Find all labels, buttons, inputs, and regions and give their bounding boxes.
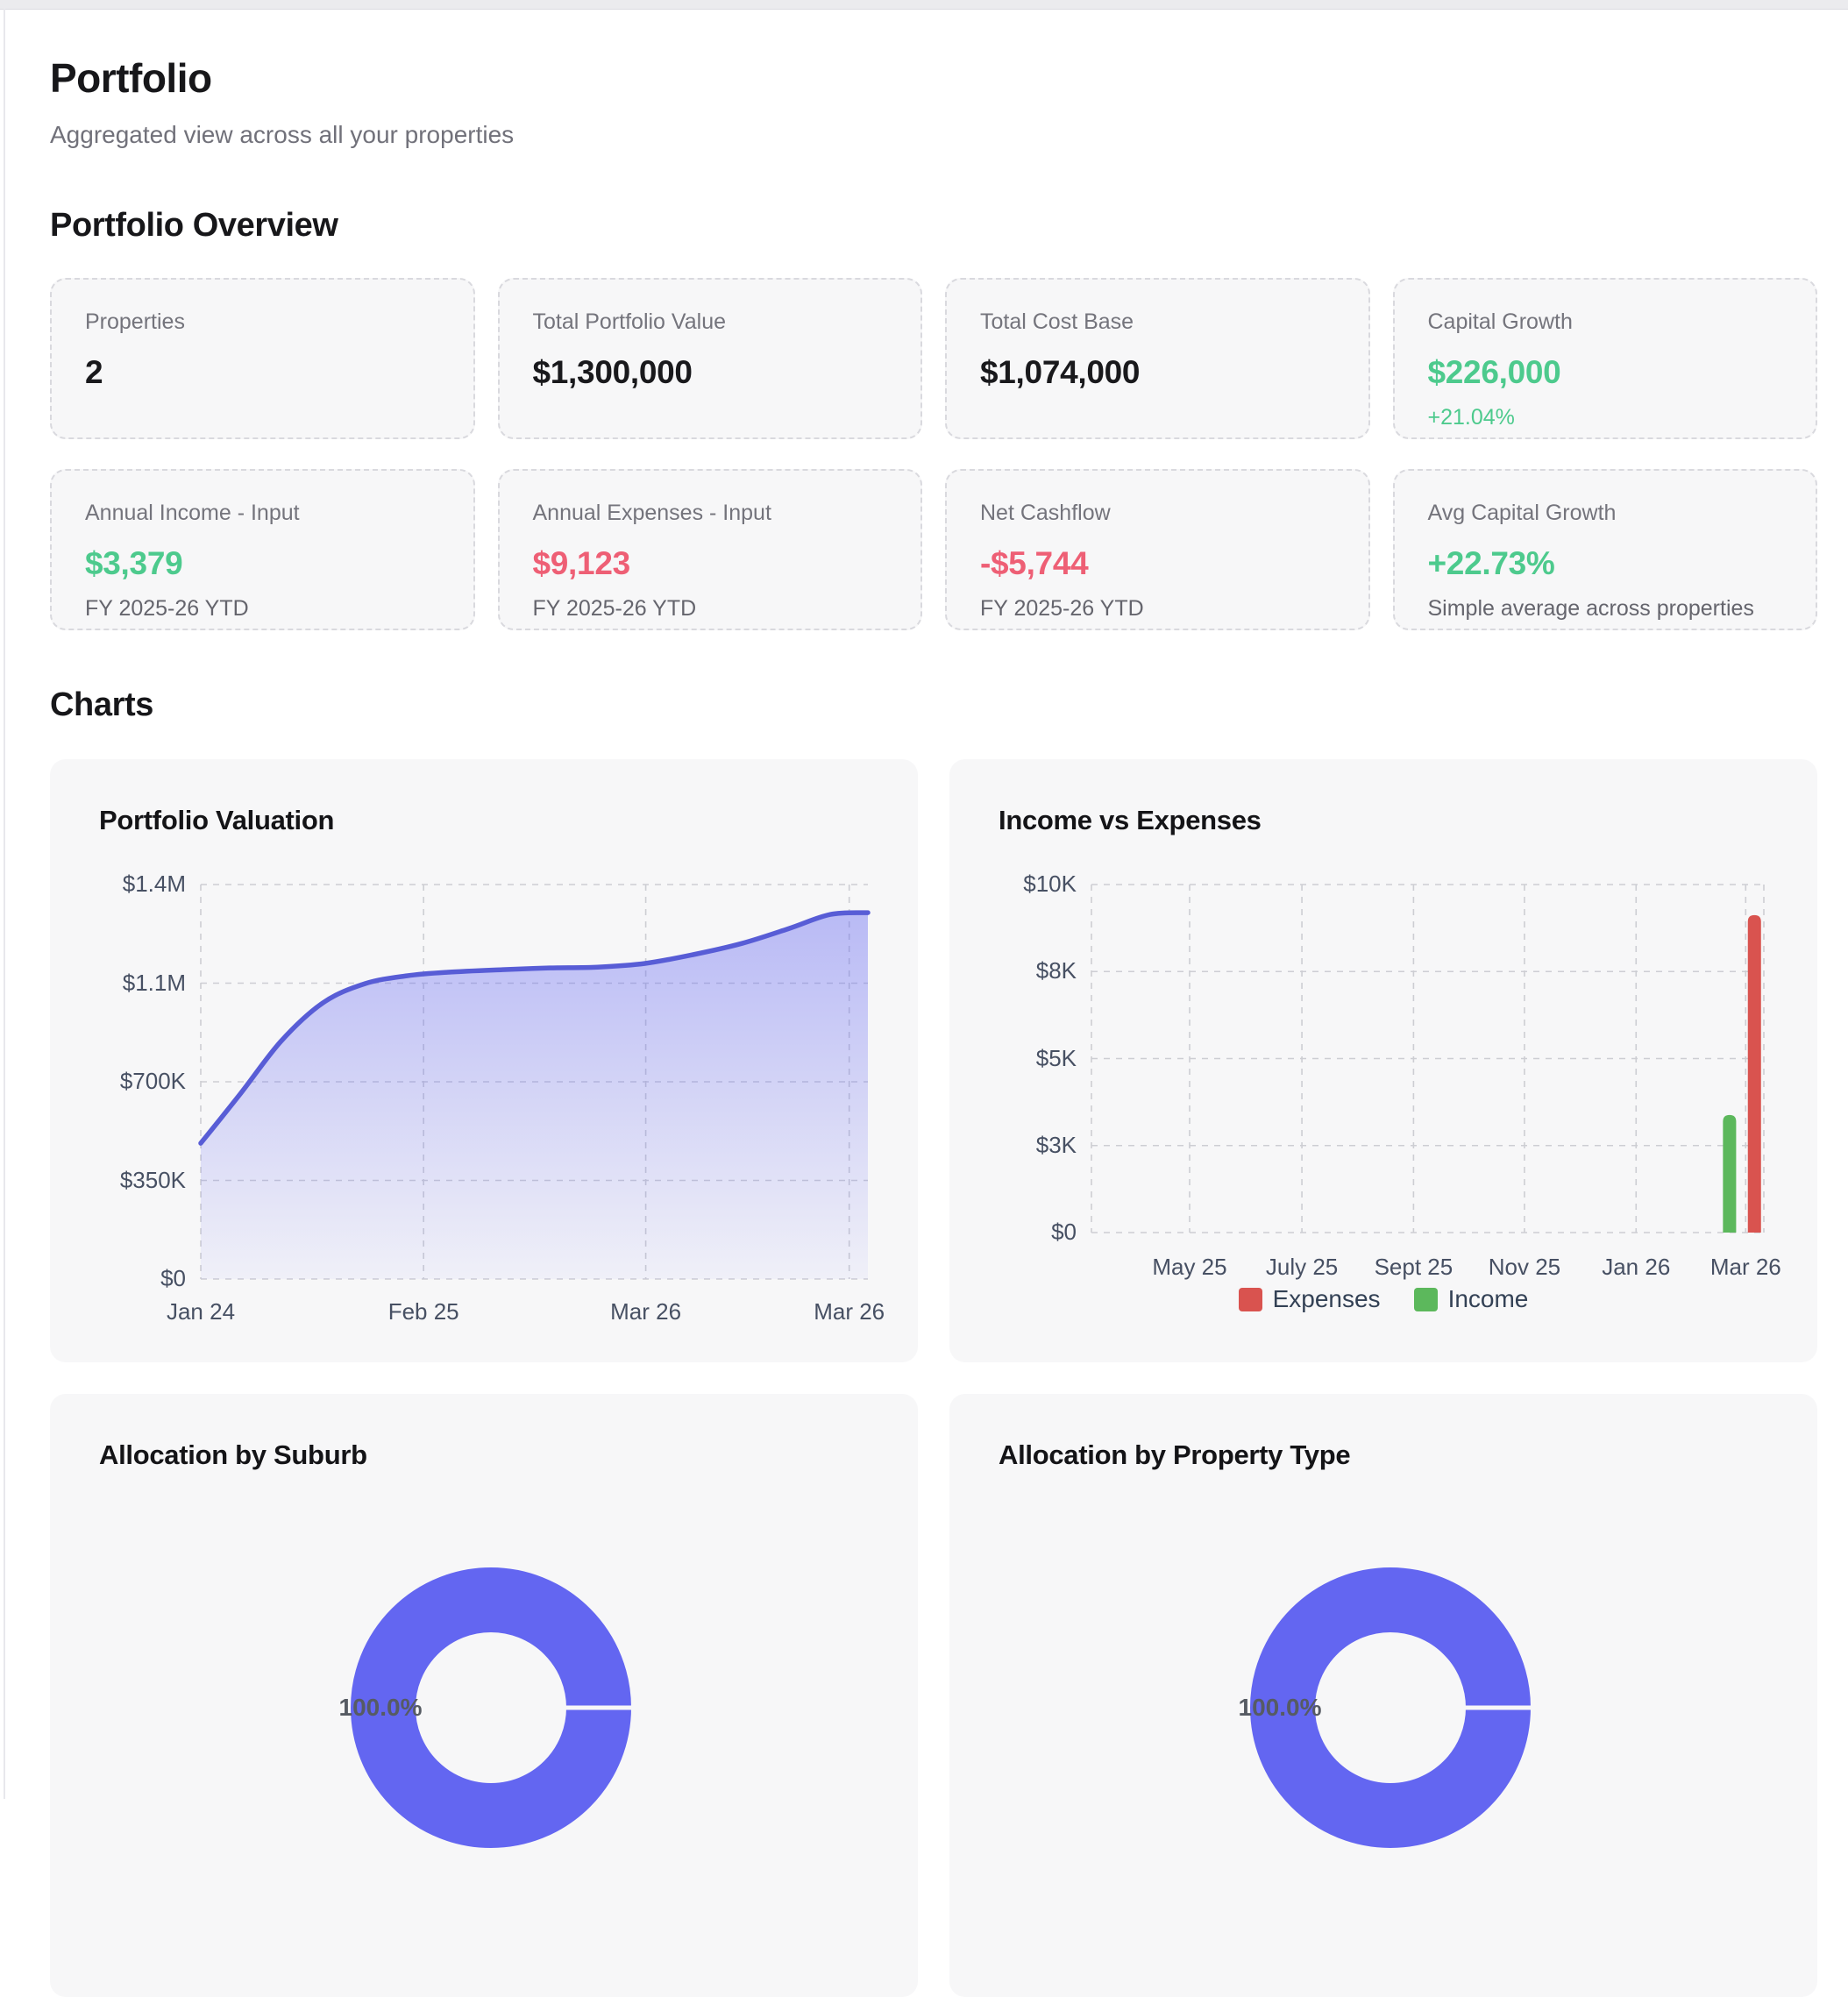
stat-card-avg-capital-growth: Avg Capital Growth +22.73% Simple averag… (1392, 469, 1817, 630)
donut-percentage-label: 100.0% (1238, 1694, 1322, 1721)
window-top-strip (0, 0, 1848, 10)
portfolio-valuation-area-chart[interactable] (50, 759, 918, 1362)
valuation-x-tick-label: Feb 25 (387, 1298, 459, 1325)
valuation-y-tick-label: $1.4M (122, 871, 186, 897)
income-expenses-y-tick-label: $5K (1035, 1044, 1077, 1071)
stat-value: $3,379 (85, 545, 183, 581)
legend-label: Expenses (1272, 1285, 1381, 1312)
chart-card-allocation-by-property-type: Allocation by Property Type 100.0% (949, 1394, 1817, 1997)
income-expenses-y-tick-label: $3K (1035, 1131, 1077, 1158)
income-expenses-x-tick-label: July 25 (1265, 1254, 1339, 1280)
chart-card-income-vs-expenses: Income vs Expenses Expenses Income $10K $8… (949, 759, 1817, 1362)
chart-title: Allocation by Property Type (999, 1439, 1351, 1470)
charts-section-heading: Charts (50, 686, 153, 723)
legend-item-expenses[interactable]: Expenses (1238, 1285, 1381, 1313)
stat-value: -$5,744 (980, 545, 1089, 581)
legend-item-income[interactable]: Income (1413, 1285, 1529, 1313)
stat-label: Total Portfolio Value (532, 309, 727, 334)
stat-sub: +21.04% (1427, 405, 1515, 430)
stat-card-total-cost-base: Total Cost Base $1,074,000 (945, 278, 1370, 439)
stat-card-total-portfolio-value: Total Portfolio Value $1,300,000 (497, 278, 922, 439)
stat-label: Annual Income - Input (85, 501, 300, 525)
valuation-x-tick-label: Jan 24 (166, 1298, 236, 1325)
stat-value: 2 (85, 354, 103, 390)
stat-card-annual-expenses: Annual Expenses - Input $9,123 FY 2025-2… (497, 469, 922, 630)
income-expenses-y-tick-label: $10K (1023, 871, 1077, 897)
stat-label: Annual Expenses - Input (532, 501, 771, 525)
income-expenses-x-tick-label: Jan 26 (1602, 1254, 1671, 1280)
chart-title: Portfolio Valuation (99, 805, 335, 835)
overview-section-heading: Portfolio Overview (50, 207, 338, 244)
stat-label: Total Cost Base (980, 309, 1134, 334)
chart-card-allocation-by-suburb: Allocation by Suburb 100.0% (50, 1394, 918, 1997)
chart-card-portfolio-valuation: Portfolio Valuation $1.4M $1.1M $700K $350K… (50, 759, 918, 1362)
stat-value: $1,300,000 (532, 354, 693, 390)
legend-label: Income (1447, 1285, 1529, 1312)
income-expenses-x-tick-label: May 25 (1152, 1254, 1227, 1280)
income-vs-expenses-bar-chart[interactable] (949, 759, 1817, 1362)
stat-label: Capital Growth (1427, 309, 1573, 334)
stat-card-annual-income: Annual Income - Input $3,379 FY 2025-26 … (50, 469, 475, 630)
income-expenses-x-tick-label: Sept 25 (1374, 1254, 1454, 1280)
valuation-y-tick-label: $350K (119, 1166, 186, 1193)
valuation-x-tick-label: Mar 26 (814, 1298, 885, 1325)
stat-card-properties: Properties 2 (50, 278, 475, 439)
valuation-x-tick-label: Mar 26 (610, 1298, 682, 1325)
stat-value: $1,074,000 (980, 354, 1141, 390)
valuation-y-tick-label: $1.1M (122, 969, 186, 996)
stat-card-capital-growth: Capital Growth $226,000 +21.04% (1392, 278, 1817, 439)
legend-swatch (1238, 1287, 1262, 1311)
legend-swatch (1413, 1287, 1438, 1311)
stat-value: $9,123 (532, 545, 631, 581)
income-expenses-x-tick-label: Nov 25 (1488, 1254, 1561, 1280)
income-expenses-y-tick-label: $8K (1035, 957, 1077, 984)
page-subtitle: Aggregated view across all your properti… (50, 121, 515, 148)
allocation-by-suburb-donut-chart[interactable] (50, 1394, 918, 1997)
allocation-by-property-type-donut-chart[interactable] (949, 1394, 1817, 1997)
stat-label: Avg Capital Growth (1427, 501, 1617, 525)
stat-card-net-cashflow: Net Cashflow -$5,744 FY 2025-26 YTD (945, 469, 1370, 630)
chart-title: Allocation by Suburb (99, 1439, 367, 1470)
stat-sub: Simple average across properties (1427, 596, 1754, 621)
stat-sub: FY 2025-26 YTD (85, 596, 249, 621)
stat-value: $226,000 (1427, 354, 1561, 390)
stat-sub: FY 2025-26 YTD (980, 596, 1144, 621)
page-title: Portfolio (50, 55, 212, 101)
donut-percentage-label: 100.0% (338, 1694, 423, 1721)
portfolio-page: Portfolio Aggregated view across all you… (50, 9, 1817, 1997)
chart-title: Income vs Expenses (999, 805, 1262, 835)
income-expenses-y-tick-label: $0 (1051, 1219, 1077, 1245)
stat-label: Properties (85, 309, 185, 334)
charts-grid: Portfolio Valuation $1.4M $1.1M $700K $350K… (50, 759, 1817, 1997)
panel-left-border (4, 9, 5, 1799)
valuation-y-tick-label: $0 (160, 1265, 186, 1291)
stat-sub: FY 2025-26 YTD (532, 596, 697, 621)
stat-value: +22.73% (1427, 545, 1555, 581)
stat-label: Net Cashflow (980, 501, 1111, 525)
chart-legend: Expenses Income (949, 1285, 1817, 1313)
valuation-y-tick-label: $700K (119, 1068, 186, 1094)
income-expenses-x-tick-label: Mar 26 (1709, 1254, 1781, 1280)
overview-cards-grid: Properties 2 Total Portfolio Value $1,30… (50, 278, 1817, 630)
